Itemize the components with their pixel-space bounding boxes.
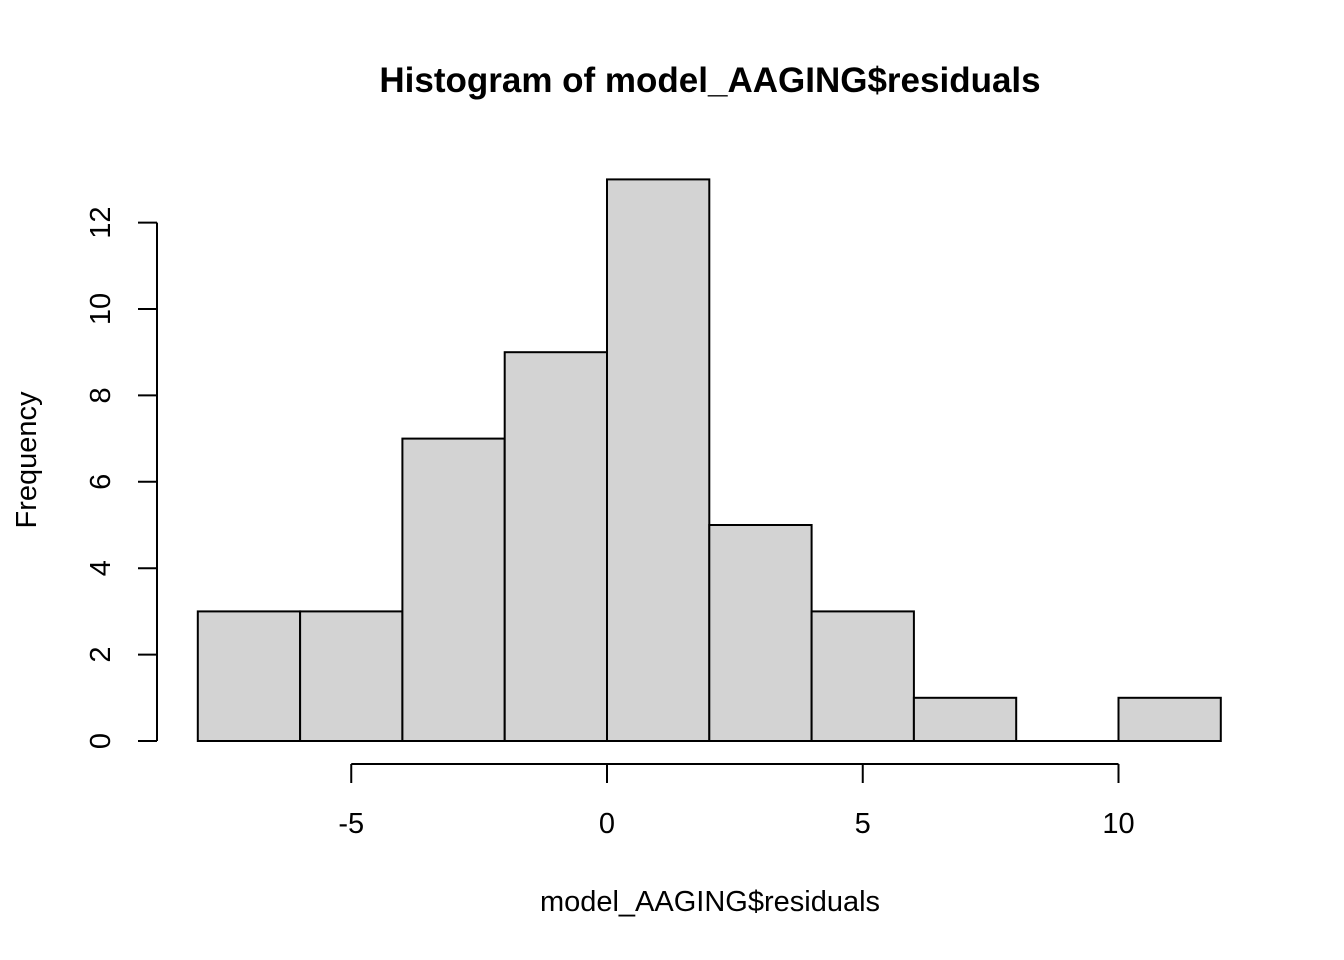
histogram-bar <box>401 437 506 742</box>
y-axis-label: Frequency <box>11 391 43 529</box>
histogram-bar <box>810 610 915 743</box>
x-axis: -5 0 5 10 <box>338 763 1135 840</box>
x-axis-label: model_AAGING$residuals <box>540 886 880 918</box>
x-tick-label: 5 <box>855 808 871 840</box>
x-tick-label: 10 <box>1102 808 1134 840</box>
histogram-bar <box>708 524 813 742</box>
x-tick-label: -5 <box>338 808 364 840</box>
histogram-bar <box>606 178 711 742</box>
y-tick-label: 10 <box>85 293 117 325</box>
y-tick-label: 2 <box>85 647 117 663</box>
y-tick-label: 12 <box>85 206 117 238</box>
histogram-bar <box>1117 696 1222 742</box>
bars <box>196 178 1222 743</box>
chart-title: Histogram of model_AAGING$residuals <box>379 61 1040 100</box>
y-axis: 0 2 4 6 8 10 12 <box>85 206 158 749</box>
y-tick-label: 4 <box>85 560 117 576</box>
y-tick-label: 0 <box>85 733 117 749</box>
histogram-bar <box>912 696 1018 742</box>
x-tick-label: 0 <box>599 808 615 840</box>
histogram-bar <box>196 610 302 743</box>
histogram-bar <box>299 610 404 743</box>
histogram-bar <box>503 351 609 742</box>
y-tick-label: 8 <box>85 387 117 403</box>
y-tick-label: 6 <box>85 474 117 490</box>
